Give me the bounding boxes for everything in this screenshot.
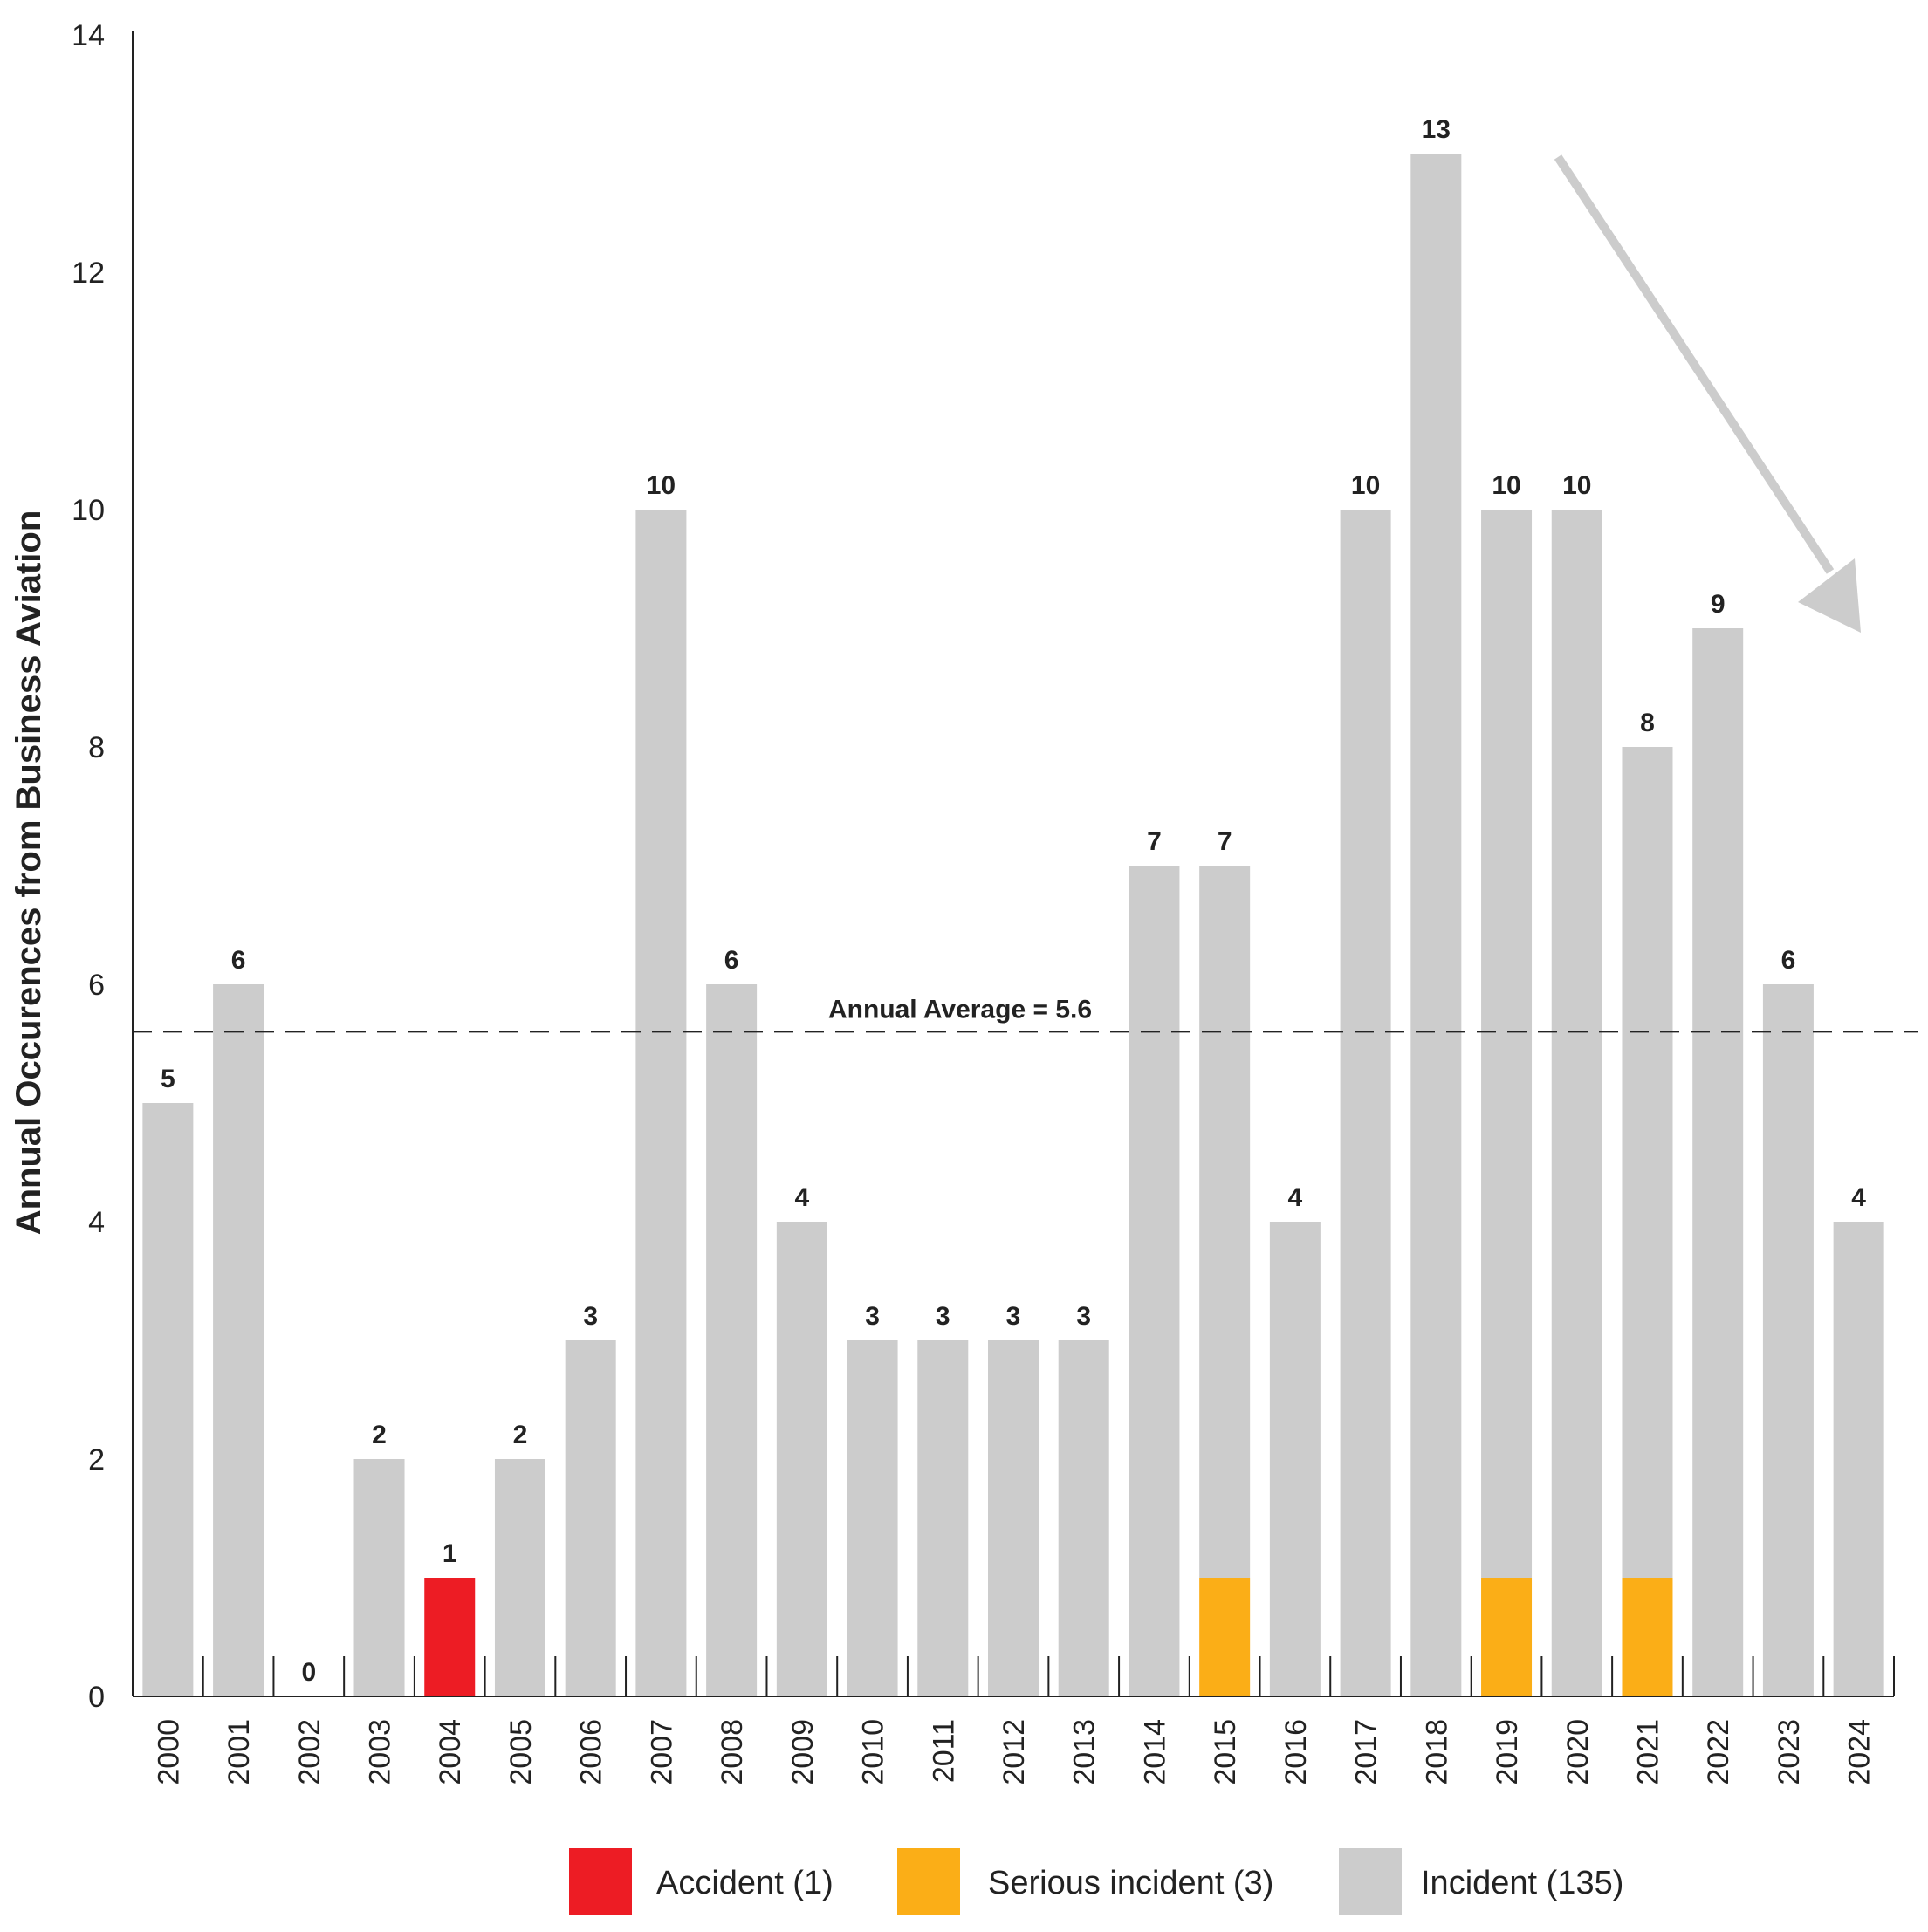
x-tick-label-2019: 2019 <box>1491 1719 1524 1785</box>
value-label-2022: 9 <box>1711 590 1726 619</box>
y-tick-label-14: 14 <box>72 19 105 52</box>
value-label-2013: 3 <box>1076 1302 1091 1331</box>
bar-2005-incident <box>494 1459 545 1696</box>
value-label-2001: 6 <box>231 946 246 975</box>
bar-2001-incident <box>213 984 264 1696</box>
x-tick-label-2009: 2009 <box>786 1719 820 1785</box>
bar-2007-incident <box>635 510 687 1696</box>
bar-2016-incident <box>1269 1222 1321 1696</box>
value-label-2012: 3 <box>1006 1302 1021 1331</box>
value-label-2019: 10 <box>1492 471 1520 500</box>
legend-swatch-serious-incident <box>897 1848 960 1915</box>
bar-2000-incident <box>142 1103 194 1696</box>
x-tick-label-2008: 2008 <box>716 1719 749 1785</box>
bar-2008-incident <box>706 984 758 1696</box>
y-tick-label-12: 12 <box>72 257 105 290</box>
value-label-2020: 10 <box>1562 471 1591 500</box>
bar-2006-incident <box>565 1340 616 1696</box>
x-tick-label-2022: 2022 <box>1702 1719 1735 1785</box>
x-tick-label-2015: 2015 <box>1209 1719 1242 1785</box>
value-label-2016: 4 <box>1288 1183 1303 1212</box>
value-label-2015: 7 <box>1218 827 1232 856</box>
value-label-2018: 13 <box>1422 115 1451 144</box>
legend-label-serious-incident: Serious incident (3) <box>988 1865 1273 1901</box>
y-axis-title: Annual Occurences from Business Aviation <box>10 510 48 1236</box>
bar-2009-incident <box>776 1222 827 1696</box>
value-label-2010: 3 <box>865 1302 880 1331</box>
value-label-2023: 6 <box>1781 946 1796 975</box>
bar-2014-incident <box>1129 866 1180 1696</box>
bar-2020-incident <box>1551 510 1602 1696</box>
legend-swatch-incident <box>1339 1848 1402 1915</box>
x-tick-label-2018: 2018 <box>1420 1719 1453 1785</box>
x-tick-label-2007: 2007 <box>645 1719 678 1785</box>
bar-2024-incident <box>1833 1222 1884 1696</box>
x-tick-label-2020: 2020 <box>1561 1719 1595 1785</box>
value-label-2002: 0 <box>301 1658 316 1687</box>
bar-2019-incident <box>1481 510 1533 1578</box>
bar-2022-incident <box>1692 628 1744 1696</box>
y-tick-label-0: 0 <box>88 1681 105 1714</box>
x-tick-label-2011: 2011 <box>927 1719 960 1783</box>
x-tick-label-2002: 2002 <box>293 1719 326 1785</box>
x-tick-label-2001: 2001 <box>223 1719 256 1785</box>
y-tick-label-2: 2 <box>88 1443 105 1476</box>
value-label-2004: 1 <box>443 1539 457 1568</box>
value-label-2014: 7 <box>1147 827 1162 856</box>
bar-2013-incident <box>1058 1340 1109 1696</box>
x-tick-label-2000: 2000 <box>152 1719 185 1785</box>
legend-swatch-accident <box>569 1848 632 1915</box>
x-tick-label-2016: 2016 <box>1280 1719 1313 1785</box>
value-label-2009: 4 <box>794 1183 809 1212</box>
y-tick-label-10: 10 <box>72 494 105 527</box>
y-tick-label-6: 6 <box>88 969 105 1002</box>
bar-2015-serious-incident <box>1199 1578 1251 1696</box>
x-tick-label-2006: 2006 <box>575 1719 608 1785</box>
bar-2004-accident <box>424 1578 476 1696</box>
trend-arrow-head <box>1798 558 1861 633</box>
value-label-2011: 3 <box>936 1302 950 1331</box>
x-tick-label-2014: 2014 <box>1138 1719 1171 1785</box>
x-tick-label-2003: 2003 <box>364 1719 397 1785</box>
bar-2017-incident <box>1340 510 1391 1696</box>
x-tick-label-2012: 2012 <box>998 1719 1031 1785</box>
x-tick-label-2023: 2023 <box>1773 1719 1806 1785</box>
legend-label-incident: Incident (135) <box>1421 1865 1623 1901</box>
bar-2021-incident <box>1622 747 1673 1578</box>
value-label-2005: 2 <box>513 1421 528 1449</box>
average-reference-label: Annual Average = 5.6 <box>828 995 1092 1024</box>
value-label-2024: 4 <box>1851 1183 1866 1212</box>
y-tick-label-4: 4 <box>88 1206 105 1239</box>
trend-arrow-shaft <box>1554 154 1835 574</box>
value-label-2021: 8 <box>1640 709 1655 737</box>
x-tick-label-2017: 2017 <box>1350 1719 1383 1785</box>
x-tick-label-2004: 2004 <box>434 1719 467 1785</box>
x-tick-label-2021: 2021 <box>1631 1719 1664 1785</box>
bar-2021-serious-incident <box>1622 1578 1673 1696</box>
bar-2003-incident <box>353 1459 405 1696</box>
value-label-2008: 6 <box>724 946 739 975</box>
value-label-2003: 2 <box>372 1421 387 1449</box>
bar-2023-incident <box>1762 984 1814 1696</box>
x-tick-label-2013: 2013 <box>1068 1719 1101 1785</box>
value-label-2000: 5 <box>161 1065 175 1093</box>
bar-2015-incident <box>1199 866 1251 1578</box>
bar-2010-incident <box>847 1340 898 1696</box>
value-label-2007: 10 <box>647 471 676 500</box>
value-label-2006: 3 <box>583 1302 598 1331</box>
x-tick-label-2005: 2005 <box>504 1719 538 1785</box>
bar-2019-serious-incident <box>1481 1578 1533 1696</box>
value-label-2017: 10 <box>1351 471 1380 500</box>
x-tick-label-2010: 2010 <box>857 1719 890 1785</box>
bar-2018-incident <box>1410 154 1462 1696</box>
bar-2012-incident <box>988 1340 1039 1696</box>
bar-2011-incident <box>917 1340 969 1696</box>
x-tick-label-2024: 2024 <box>1843 1719 1877 1785</box>
legend-label-accident: Accident (1) <box>656 1865 834 1901</box>
y-tick-label-8: 8 <box>88 731 105 764</box>
